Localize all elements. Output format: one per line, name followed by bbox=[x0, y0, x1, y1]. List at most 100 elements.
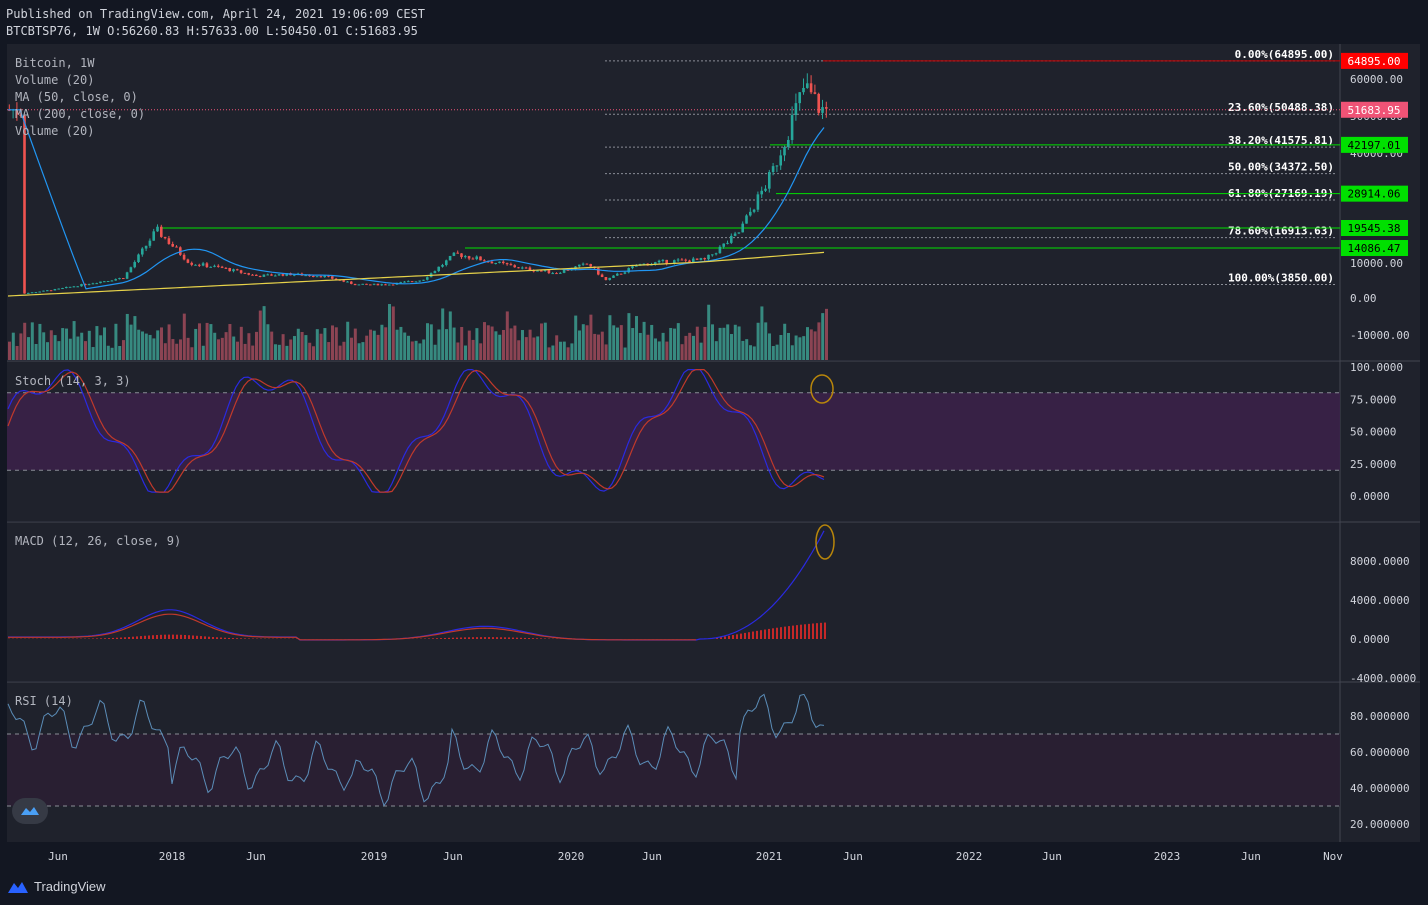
candle bbox=[543, 270, 547, 272]
volume-bar bbox=[532, 337, 536, 360]
macd-histogram-bar bbox=[484, 637, 486, 639]
rsi-tick: 20.000000 bbox=[1350, 818, 1410, 831]
volume-bar bbox=[631, 328, 635, 360]
macd-histogram-bar bbox=[752, 631, 754, 639]
volume-bar bbox=[711, 324, 714, 360]
support-level-badge bbox=[1341, 136, 1408, 153]
time-tick: Jun bbox=[1042, 850, 1062, 863]
candle bbox=[80, 284, 83, 287]
support-level-label: 14086.47 bbox=[1348, 242, 1401, 255]
time-tick: 2020 bbox=[558, 850, 585, 863]
volume-bar bbox=[308, 342, 312, 360]
macd-histogram-bar bbox=[160, 634, 162, 639]
volume-bar bbox=[445, 329, 448, 360]
macd-histogram-bar bbox=[204, 636, 206, 639]
volume-bar bbox=[825, 308, 828, 360]
macd-histogram-bar bbox=[516, 637, 518, 639]
volume-bar bbox=[391, 306, 395, 360]
chart-canvas[interactable]: 60000.0050000.0040000.0010000.000.00-100… bbox=[0, 0, 1428, 870]
brand-label: TradingView bbox=[34, 879, 106, 894]
volume-bar bbox=[129, 324, 133, 360]
stoch-k-line bbox=[7, 369, 825, 493]
candle bbox=[91, 283, 95, 285]
macd-histogram-bar bbox=[192, 635, 194, 639]
macd-histogram-bar bbox=[104, 638, 106, 639]
candle bbox=[148, 240, 152, 246]
candle bbox=[422, 279, 425, 281]
volume-bar bbox=[236, 341, 239, 360]
ma200-line bbox=[7, 251, 825, 297]
volume-bar bbox=[372, 330, 376, 360]
stoch-d-line bbox=[7, 369, 825, 493]
volume-bar bbox=[536, 336, 540, 360]
volume-bar bbox=[19, 333, 23, 360]
volume-bar bbox=[68, 338, 72, 360]
candle bbox=[346, 281, 349, 283]
stoch-tick: 25.0000 bbox=[1350, 458, 1396, 471]
candle bbox=[524, 267, 528, 269]
candle bbox=[426, 277, 429, 280]
macd-histogram-bar bbox=[468, 637, 470, 639]
volume-bar bbox=[764, 322, 768, 360]
candle bbox=[334, 278, 338, 280]
macd-histogram-bar bbox=[464, 637, 466, 639]
candle bbox=[521, 267, 524, 269]
candle bbox=[323, 275, 326, 278]
candle bbox=[604, 277, 608, 280]
macd-histogram-bar bbox=[244, 638, 246, 639]
candle bbox=[752, 209, 756, 212]
macd-histogram-bar bbox=[472, 637, 474, 639]
volume-bar bbox=[327, 342, 331, 360]
support-level-label: 19545.38 bbox=[1348, 222, 1401, 235]
volume-bar bbox=[34, 344, 38, 360]
support-level-badge bbox=[1341, 185, 1408, 202]
candle bbox=[509, 264, 513, 266]
candle bbox=[661, 259, 665, 261]
volume-bar bbox=[627, 313, 631, 360]
volume-bar bbox=[540, 323, 543, 360]
candle bbox=[84, 284, 87, 286]
macd-histogram-bar bbox=[452, 637, 454, 639]
candle bbox=[467, 256, 471, 259]
volume-bar bbox=[502, 329, 505, 360]
macd-histogram-bar bbox=[500, 637, 502, 639]
volume-bar bbox=[452, 327, 456, 360]
macd-histogram-bar bbox=[760, 630, 762, 639]
volume-bar bbox=[616, 327, 619, 360]
volume-bar bbox=[61, 328, 65, 360]
candle bbox=[540, 270, 543, 272]
candle bbox=[711, 254, 714, 256]
macd-histogram-bar bbox=[172, 634, 174, 639]
volume-bar bbox=[733, 324, 737, 360]
volume-bar bbox=[103, 327, 106, 360]
macd-histogram-bar bbox=[440, 638, 442, 639]
macd-signal-line bbox=[8, 613, 696, 641]
volume-bar bbox=[232, 336, 236, 360]
volume-bar bbox=[692, 335, 695, 360]
pane-0 bbox=[7, 44, 1340, 360]
candle bbox=[608, 277, 611, 280]
volume-bar bbox=[551, 345, 555, 360]
volume-bar bbox=[771, 346, 775, 360]
candle bbox=[350, 281, 353, 284]
candle bbox=[266, 274, 269, 276]
time-tick: 2018 bbox=[159, 850, 186, 863]
volume-bar bbox=[376, 334, 380, 360]
macd-histogram-bar bbox=[480, 637, 482, 639]
last-price-badge bbox=[1341, 101, 1408, 118]
macd-histogram-bar bbox=[536, 638, 538, 639]
volume-bar bbox=[346, 321, 350, 360]
candle bbox=[695, 258, 699, 260]
macd-histogram-bar bbox=[748, 632, 750, 639]
volume-bar bbox=[486, 325, 490, 360]
volume-bar bbox=[460, 326, 464, 360]
candle bbox=[464, 256, 467, 258]
macd-histogram-bar bbox=[132, 636, 134, 639]
macd-histogram-bar bbox=[776, 627, 778, 639]
candle bbox=[372, 283, 376, 285]
candle bbox=[730, 235, 733, 243]
fib-label: 100.00%(3850.00) bbox=[1228, 272, 1334, 285]
support-level-badge bbox=[1341, 220, 1408, 237]
macd-histogram-bar bbox=[168, 634, 170, 639]
macd-histogram-bar bbox=[788, 626, 790, 639]
